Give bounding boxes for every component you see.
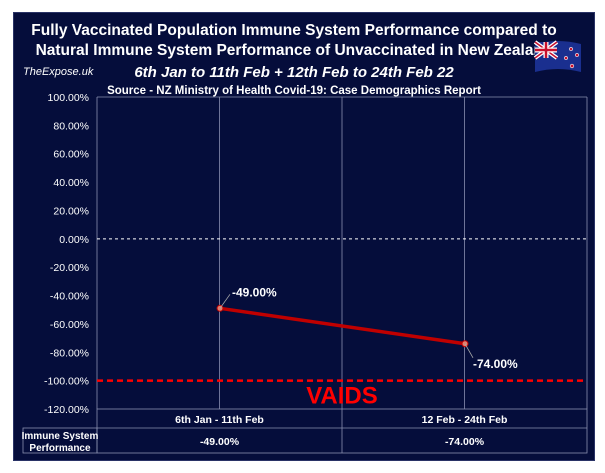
- y-tick-label: -80.00%: [50, 347, 89, 359]
- data-label: -49.00%: [232, 285, 277, 299]
- y-tick-label: 100.00%: [48, 92, 89, 104]
- y-tick-label: 80.00%: [53, 120, 89, 132]
- y-tick-label: -60.00%: [50, 319, 89, 331]
- y-tick-label: -100.00%: [44, 376, 89, 388]
- x-category-label: 12 Feb - 24th Feb: [422, 414, 508, 426]
- table-row-header: Performance: [29, 443, 91, 454]
- leader-line: [464, 343, 474, 358]
- x-category-label: 6th Jan - 11th Feb: [175, 414, 264, 426]
- y-tick-label: 0.00%: [59, 234, 89, 246]
- y-tick-label: 40.00%: [53, 177, 89, 189]
- y-tick-label: -120.00%: [44, 404, 89, 416]
- y-tick-label: 20.00%: [53, 205, 89, 217]
- table-value: -74.00%: [445, 436, 485, 448]
- new-zealand-flag-icon: [533, 40, 581, 72]
- vaids-label: VAIDS: [306, 383, 378, 410]
- chart-title-line2: Natural Immune System Performance of Unv…: [35, 42, 553, 59]
- table-row-header: Immune System: [22, 431, 99, 442]
- chart-panel: Fully Vaccinated Population Immune Syste…: [13, 12, 595, 461]
- chart-subtitle: 6th Jan to 11th Feb + 12th Feb to 24th F…: [134, 64, 454, 81]
- table-row-header-border: [22, 427, 98, 454]
- chart-title-line1: Fully Vaccinated Population Immune Syste…: [31, 22, 557, 39]
- table-value: -49.00%: [200, 436, 240, 448]
- y-tick-label: -20.00%: [50, 262, 89, 274]
- y-tick-label: -40.00%: [50, 291, 89, 303]
- y-tick-label: 60.00%: [53, 149, 89, 161]
- leader-line: [219, 294, 231, 309]
- brand-label: TheExpose.uk: [23, 66, 94, 78]
- chart-source: Source - NZ Ministry of Health Covid-19:…: [107, 85, 481, 97]
- data-label: -74.00%: [473, 357, 518, 371]
- series-line: [219, 306, 466, 346]
